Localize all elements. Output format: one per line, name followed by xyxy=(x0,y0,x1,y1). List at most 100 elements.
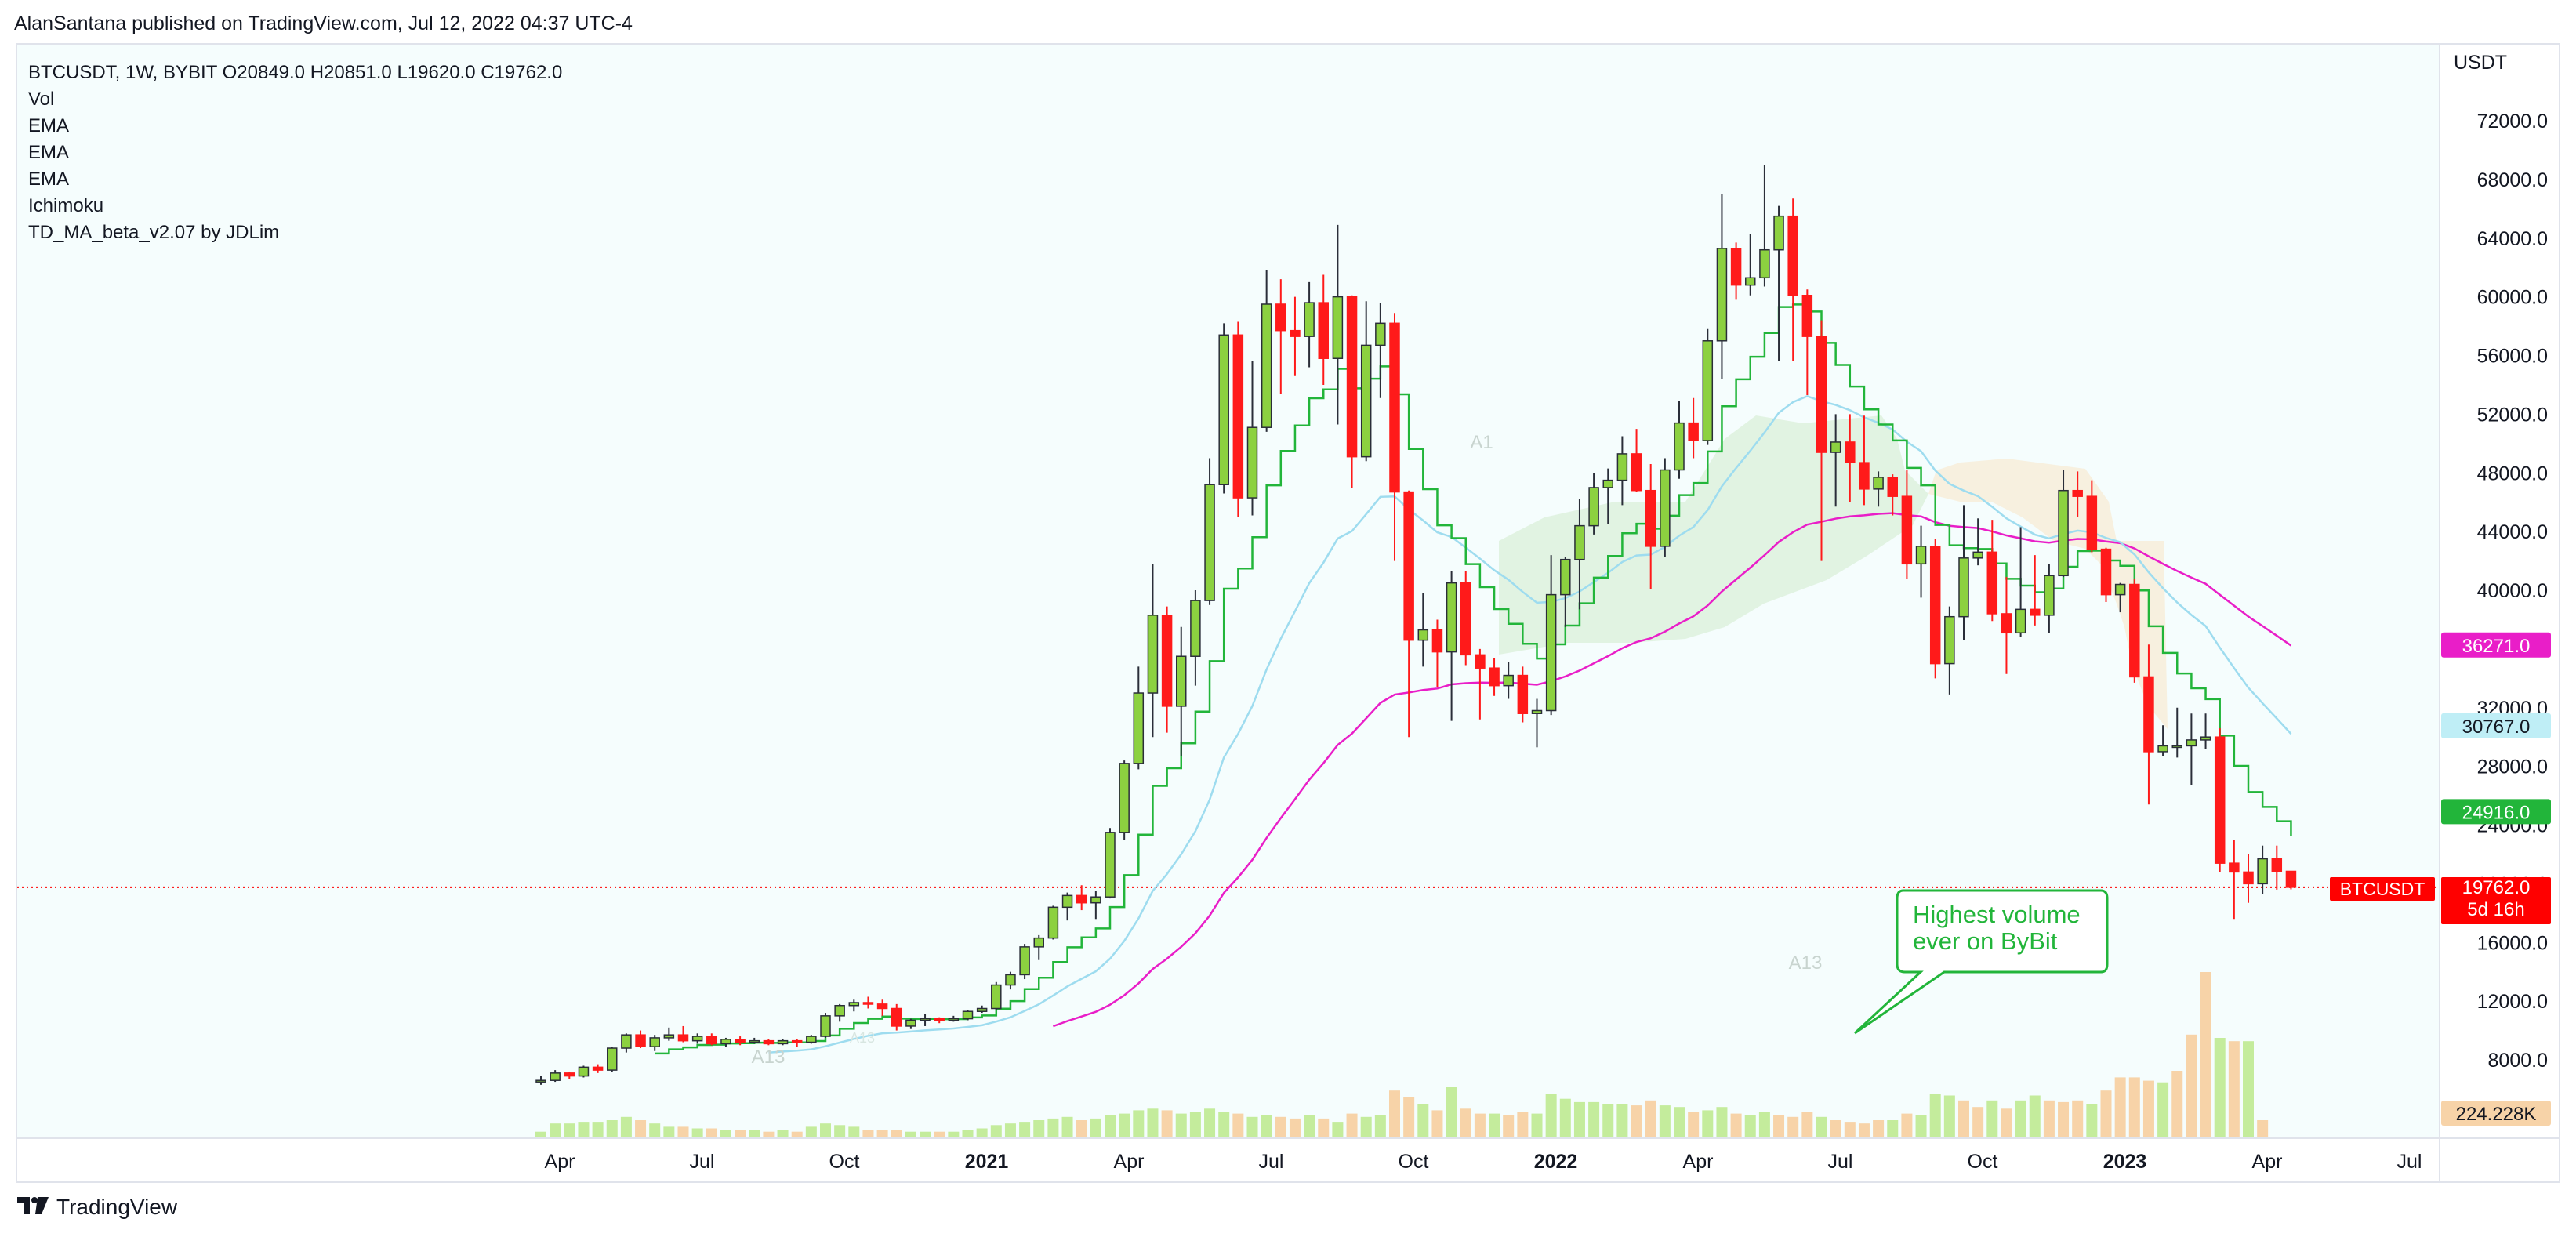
candle-body[interactable] xyxy=(1133,692,1145,764)
candle-body[interactable] xyxy=(1061,894,1073,909)
candle-body[interactable] xyxy=(1972,551,1983,559)
candle-body[interactable] xyxy=(1090,896,1101,904)
candle-body[interactable] xyxy=(677,1034,689,1042)
candle-body[interactable] xyxy=(876,1003,888,1010)
candle-body[interactable] xyxy=(1161,615,1173,707)
candle-body[interactable] xyxy=(635,1034,646,1047)
candle-body[interactable] xyxy=(2058,489,2069,577)
candle-body[interactable] xyxy=(1801,295,1813,337)
candle-body[interactable] xyxy=(2285,870,2297,888)
candle-body[interactable] xyxy=(891,1007,902,1027)
candle-body[interactable] xyxy=(1560,558,1571,596)
candle-body[interactable] xyxy=(1360,344,1372,458)
candle-body[interactable] xyxy=(905,1019,916,1027)
candle-body[interactable] xyxy=(1787,215,1798,296)
candle-body[interactable] xyxy=(1517,674,1529,714)
candle-body[interactable] xyxy=(2157,745,2168,753)
candle-body[interactable] xyxy=(1261,303,1272,428)
candle-body[interactable] xyxy=(1446,582,1457,653)
candle-body[interactable] xyxy=(1475,654,1486,669)
candle-body[interactable] xyxy=(2214,736,2226,864)
indicator-td-ma[interactable]: TD_MA_beta_v2.07 by JDLim xyxy=(28,222,280,243)
candle-body[interactable] xyxy=(2200,736,2211,741)
candle-body[interactable] xyxy=(2086,495,2098,550)
candle-body[interactable] xyxy=(1588,487,1599,527)
candle-body[interactable] xyxy=(1105,832,1116,898)
candle-body[interactable] xyxy=(1986,551,1998,615)
candle-body[interactable] xyxy=(550,1072,561,1081)
candle-body[interactable] xyxy=(720,1039,731,1045)
candle-body[interactable] xyxy=(2243,871,2254,885)
candle-body[interactable] xyxy=(1176,655,1187,707)
candle-body[interactable] xyxy=(1616,453,1628,481)
indicator-ichimoku[interactable]: Ichimoku xyxy=(28,195,104,216)
candle-body[interactable] xyxy=(1830,441,1841,453)
candle-body[interactable] xyxy=(1047,906,1059,939)
candle-body[interactable] xyxy=(820,1015,831,1037)
candle-body[interactable] xyxy=(1574,524,1585,560)
candle-body[interactable] xyxy=(578,1066,590,1077)
candle-body[interactable] xyxy=(2015,608,2026,634)
candle-body[interactable] xyxy=(2229,862,2240,873)
candle-body[interactable] xyxy=(1602,479,1613,488)
candle-body[interactable] xyxy=(2129,583,2140,678)
candle-body[interactable] xyxy=(1332,296,1344,359)
candle-body[interactable] xyxy=(607,1047,618,1071)
candle-body[interactable] xyxy=(1631,453,1642,492)
candle-body[interactable] xyxy=(834,1004,845,1017)
candle-body[interactable] xyxy=(1531,709,1543,714)
candle-body[interactable] xyxy=(976,1007,988,1012)
candle-body[interactable] xyxy=(948,1018,960,1021)
candle-body[interactable] xyxy=(2271,858,2283,872)
candle-body[interactable] xyxy=(1745,277,1756,286)
candle-body[interactable] xyxy=(1019,946,1030,976)
candle-body[interactable] xyxy=(1147,615,1159,694)
candle-body[interactable] xyxy=(848,1002,860,1007)
candle-body[interactable] xyxy=(535,1079,546,1083)
candle-body[interactable] xyxy=(862,1002,874,1005)
indicator-ema-3[interactable]: EMA xyxy=(28,169,70,190)
candle-body[interactable] xyxy=(1702,340,1714,441)
footer-brand[interactable]: TradingView xyxy=(17,1195,177,1220)
candle-body[interactable] xyxy=(1773,215,1784,251)
candle-body[interactable] xyxy=(1660,469,1671,547)
candle-body[interactable] xyxy=(1431,629,1443,653)
candle-body[interactable] xyxy=(663,1034,675,1039)
candle-body[interactable] xyxy=(649,1037,660,1047)
candle-body[interactable] xyxy=(1403,491,1414,641)
candle-body[interactable] xyxy=(1318,302,1329,359)
candle-body[interactable] xyxy=(749,1039,760,1043)
candle-body[interactable] xyxy=(1958,557,1969,618)
candle-body[interactable] xyxy=(1119,763,1130,833)
candle-body[interactable] xyxy=(934,1018,945,1021)
candle-body[interactable] xyxy=(621,1034,632,1049)
candle-body[interactable] xyxy=(564,1072,575,1077)
candle-body[interactable] xyxy=(1915,546,1927,565)
candle-body[interactable] xyxy=(1859,462,1870,490)
candle-body[interactable] xyxy=(1076,894,1087,904)
candle-body[interactable] xyxy=(1005,974,1016,986)
candle-body[interactable] xyxy=(1190,600,1201,657)
candle-body[interactable] xyxy=(1218,334,1229,485)
candle-body[interactable] xyxy=(962,1010,974,1020)
candle-body[interactable] xyxy=(1674,422,1685,471)
candle-body[interactable] xyxy=(2100,548,2112,596)
candle-body[interactable] xyxy=(777,1039,789,1045)
candle-body[interactable] xyxy=(1901,495,1913,565)
candle-body[interactable] xyxy=(763,1039,775,1045)
candle-body[interactable] xyxy=(1489,667,1500,687)
candle-body[interactable] xyxy=(1845,441,1856,463)
indicator-ema-1[interactable]: EMA xyxy=(28,115,70,136)
candle-body[interactable] xyxy=(2143,676,2154,753)
candle-body[interactable] xyxy=(1290,329,1301,337)
candle-body[interactable] xyxy=(1204,484,1215,601)
candle-body[interactable] xyxy=(735,1039,746,1043)
candle-body[interactable] xyxy=(1929,546,1941,665)
candle-body[interactable] xyxy=(2044,575,2055,616)
candle-body[interactable] xyxy=(1417,629,1429,641)
candle-body[interactable] xyxy=(1944,615,1955,665)
candle-body[interactable] xyxy=(791,1039,803,1043)
candle-body[interactable] xyxy=(2114,583,2126,596)
candle-body[interactable] xyxy=(1688,422,1699,441)
